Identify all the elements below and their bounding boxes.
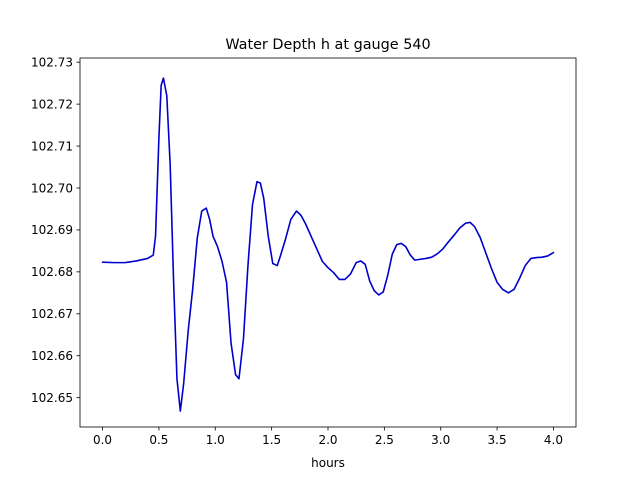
x-tick-label: 3.0 [431, 433, 450, 447]
x-tick-label: 0.0 [93, 433, 112, 447]
y-tick-label: 102.73 [31, 55, 73, 69]
y-tick-label: 102.71 [31, 139, 73, 153]
x-tick-label: 3.5 [488, 433, 507, 447]
y-tick-label: 102.65 [31, 391, 73, 405]
series-line-water-depth [101, 77, 555, 412]
y-tick-label: 102.70 [31, 181, 73, 195]
chart-title: Water Depth h at gauge 540 [225, 37, 430, 53]
x-tick-label: 0.5 [149, 433, 168, 447]
x-tick-label: 2.5 [375, 433, 394, 447]
x-tick-label: 4.0 [544, 433, 563, 447]
y-tick-label: 102.68 [31, 265, 73, 279]
x-tick-label: 1.5 [262, 433, 281, 447]
y-axis: 102.65 102.66 102.67 102.68 102.69 102.70 102.… [31, 55, 80, 405]
y-tick-label: 102.69 [31, 223, 73, 237]
x-tick-label: 1.0 [206, 433, 225, 447]
x-tick-label: 2.0 [318, 433, 337, 447]
y-tick-label: 102.72 [31, 97, 73, 111]
y-tick-label: 102.66 [31, 349, 73, 363]
plot-area [101, 77, 555, 412]
x-axis: 0.0 0.5 1.0 1.5 2.0 2.5 3.0 3.5 4.0 [93, 427, 563, 447]
y-tick-label: 102.67 [31, 307, 73, 321]
x-axis-label: hours [311, 456, 345, 470]
